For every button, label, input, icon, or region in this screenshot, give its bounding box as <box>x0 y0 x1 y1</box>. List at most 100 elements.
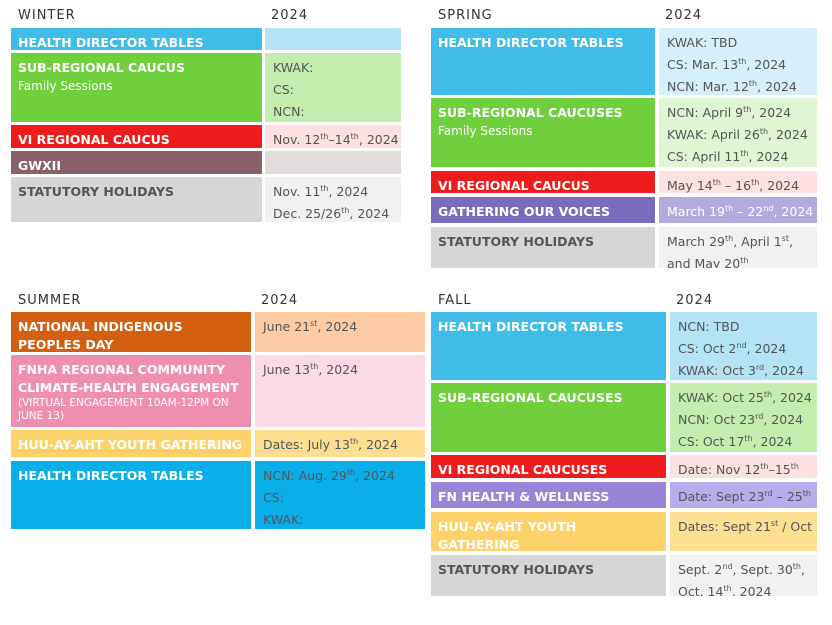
ordinal-suffix: th <box>744 433 753 443</box>
ordinal-suffix: nd <box>722 561 733 571</box>
date-line: KWAK: <box>273 57 393 79</box>
ordinal-suffix: rd <box>764 488 773 498</box>
date-text: , April 1 <box>733 234 782 249</box>
season-title: SPRING <box>438 8 493 23</box>
ordinal-suffix: th <box>724 233 734 243</box>
ordinal-suffix: th <box>346 467 356 477</box>
date-text: , <box>801 562 805 577</box>
date-text: , 2024 <box>731 584 772 596</box>
ordinal-suffix: th <box>740 255 749 265</box>
date-text: , 2024 <box>773 204 814 219</box>
date-text: – 25 <box>772 489 803 504</box>
event-dates-cell: Nov. 11th, 2024 Dec. 25/26th, 2024 <box>265 177 401 222</box>
event-label-cell: STATUTORY HOLIDAYS <box>431 227 655 268</box>
date-line: Dec. 25/26th, 2024 <box>273 203 393 222</box>
date-text: –15 <box>768 462 791 477</box>
date-line: CS: Mar. 13th, 2024 <box>667 54 809 76</box>
event-dates-cell: KWAK: TBD CS: Mar. 13th, 2024 NCN: Mar. 12… <box>659 28 817 95</box>
event-dates-cell: March 29th, April 1st, and May 20th <box>659 227 817 268</box>
season-year: 2024 <box>271 8 309 23</box>
date-text: KWAK: Oct 3 <box>678 363 756 378</box>
ordinal-suffix: th <box>792 561 802 571</box>
ordinal-suffix: st <box>781 233 789 243</box>
date-text: Date: Sept 23 <box>678 489 765 504</box>
date-line: Dates: July 13th, 2024 <box>263 434 417 456</box>
date-line: CS: Oct 2nd, 2024 <box>678 338 809 360</box>
event-label: VI REGIONAL CAUCUSES <box>438 462 608 477</box>
date-line: KWAK: Oct 3rd, 2024 <box>678 360 809 380</box>
date-line: and May 20th <box>667 253 809 268</box>
ordinal-suffix: th <box>349 436 359 446</box>
date-text: CS: Mar. 13 <box>667 57 739 72</box>
ordinal-suffix: rd <box>755 411 764 421</box>
event-label-cell: GATHERING OUR VOICES <box>431 197 655 223</box>
event-note: Family Sessions <box>18 79 113 93</box>
date-text: –14 <box>328 132 351 147</box>
date-line: Dates: Sept 21st / Oct 26th <box>678 516 817 538</box>
event-label: HUU-AY-AHT YOUTH GATHERING <box>18 437 243 452</box>
event-dates-cell: June 21st, 2024 <box>255 312 425 352</box>
date-text: , 2024 <box>759 178 800 193</box>
event-label: STATUTORY HOLIDAYS <box>438 562 595 577</box>
ordinal-suffix: nd <box>736 340 747 350</box>
date-text: , <box>788 234 793 249</box>
event-note: Family Sessions <box>438 124 533 138</box>
date-text: NCN: Aug. 29 <box>263 468 347 483</box>
event-label: GATHERING OUR VOICES <box>438 204 611 219</box>
event-label-cell: HUU-AY-AHT YOUTH GATHERING <box>11 430 251 457</box>
date-line: KWAK: TBD <box>667 32 809 54</box>
date-text: Dates: Sept 21 <box>678 519 771 534</box>
date-text: Oct. 14 <box>678 584 724 596</box>
date-text: Nov. 11 <box>273 184 321 199</box>
event-label: SUB-REGIONAL CAUCUSES <box>438 105 623 120</box>
date-line: NCN: Aug. 29th, 2024 <box>263 465 417 487</box>
date-line: NCN: April 9th, 2024 <box>667 102 809 124</box>
event-label: FNHA REGIONAL COMMUNITY CLIMATE-HEALTH E… <box>18 362 239 395</box>
date-text: CS: <box>273 82 294 97</box>
season-title: FALL <box>438 293 472 308</box>
date-text: , 2024 <box>318 362 359 377</box>
date-text: , 2024 <box>763 412 804 427</box>
ordinal-suffix: th <box>751 177 760 187</box>
event-label-cell: VI REGIONAL CAUCUS <box>11 125 262 148</box>
date-text: NCN: April 9 <box>667 105 744 120</box>
event-label: STATUTORY HOLIDAYS <box>18 184 175 199</box>
event-label-cell: HEALTH DIRECTOR TABLES <box>11 28 262 50</box>
date-text: Date: Nov 12 <box>678 462 761 477</box>
date-text: , 2024 <box>752 434 793 449</box>
event-label: VI REGIONAL CAUCUS <box>438 178 590 193</box>
date-text: , 2024 <box>751 105 792 120</box>
ordinal-suffix: rd <box>755 362 765 372</box>
event-label-cell: HUU-AY-AHT YOUTH GATHERING <box>431 512 666 551</box>
date-text: Dec. 25/26 <box>273 206 342 221</box>
date-text: , 2024 <box>748 149 789 164</box>
date-text: NCN: Mar. 12 <box>667 79 749 94</box>
date-text: , 2024 <box>772 390 812 405</box>
date-text: March 29 <box>667 234 725 249</box>
date-line: Nov. 11th, 2024 <box>273 181 393 203</box>
event-label: HEALTH DIRECTOR TABLES <box>18 468 204 483</box>
date-line: NCN: Oct 23rd, 2024 <box>678 409 809 431</box>
ordinal-suffix: st <box>770 518 779 528</box>
date-line: KWAK: April 26th, 2024 <box>667 124 809 146</box>
event-dates-cell: Date: Nov 12th–15th <box>670 455 817 478</box>
date-text: KWAK: Oct 25 <box>678 390 764 405</box>
date-line: KWAK: Oct 25th, 2024 <box>678 387 812 409</box>
event-dates-cell: NCN: TBD CS: Oct 2nd, 2024 KWAK: Oct 3rd, … <box>670 312 817 380</box>
date-text: , 2024 <box>355 468 395 483</box>
event-label-cell: VI REGIONAL CAUCUS <box>431 171 655 193</box>
event-label-cell: STATUTORY HOLIDAYS <box>431 555 666 596</box>
ordinal-suffix: th <box>740 148 749 158</box>
ordinal-suffix: th <box>802 488 811 498</box>
event-dates-cell: KWAK: Oct 25th, 2024 NCN: Oct 23rd, 2024 C… <box>670 383 817 452</box>
date-text: – 16 <box>720 178 752 193</box>
date-line: Date: Nov 12th–15th <box>678 459 809 478</box>
date-text: June 13 <box>263 362 311 377</box>
event-label-cell: GWXII <box>11 151 262 174</box>
date-line: CS: <box>273 79 393 101</box>
event-dates-cell: Dates: July 13th, 2024 <box>255 430 425 457</box>
date-text: , Sept. 30 <box>732 562 793 577</box>
ordinal-suffix: th <box>759 126 769 136</box>
ordinal-suffix: th <box>723 583 732 593</box>
